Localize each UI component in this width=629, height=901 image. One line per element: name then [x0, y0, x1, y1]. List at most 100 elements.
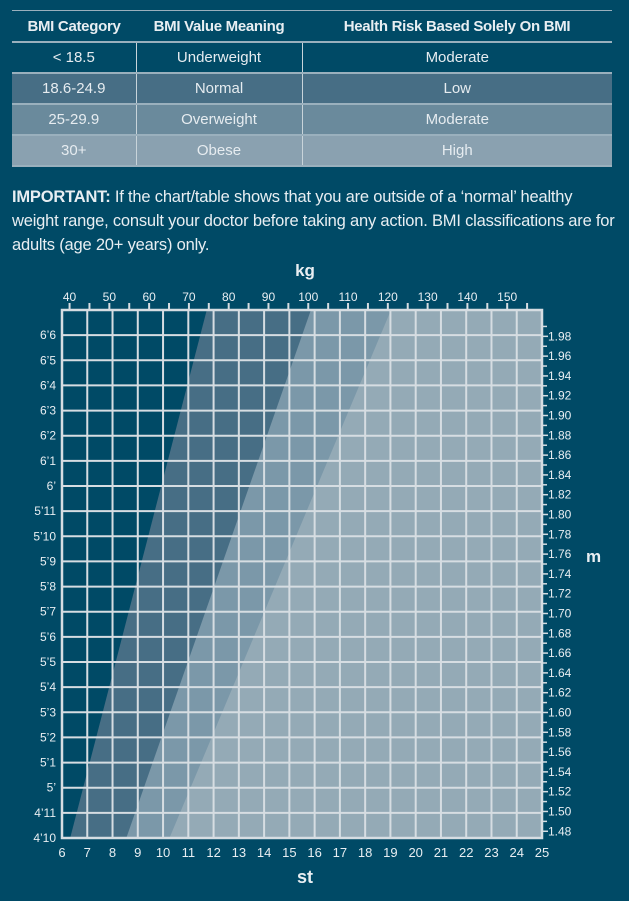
- m-tick-label: 1.72: [548, 587, 572, 601]
- kg-tick-label: 130: [418, 290, 438, 304]
- m-tick-label: 1.74: [548, 567, 572, 581]
- kg-axis-label: kg: [295, 261, 315, 280]
- st-tick-label: 25: [535, 845, 549, 860]
- st-tick-label: 12: [206, 845, 220, 860]
- m-tick-label: 1.58: [548, 725, 572, 739]
- m-tick-label: 1.70: [548, 606, 572, 620]
- cell: < 18.5: [12, 41, 136, 73]
- height-ft-tick-label: 5’8: [40, 580, 56, 594]
- cell: Normal: [135, 72, 302, 104]
- st-tick-label: 16: [307, 845, 321, 860]
- st-tick-label: 8: [109, 845, 116, 860]
- cell: 30+: [12, 134, 136, 167]
- kg-tick-label: 150: [497, 290, 517, 304]
- st-axis-label: st: [297, 867, 313, 887]
- m-tick-label: 1.82: [548, 488, 572, 502]
- m-tick-label: 1.64: [548, 666, 572, 680]
- important-note: IMPORTANT: If the chart/table shows that…: [12, 185, 622, 257]
- height-ft-tick-label: 5’6: [40, 630, 56, 644]
- kg-tick-label: 50: [103, 290, 117, 304]
- kg-tick-label: 60: [142, 290, 156, 304]
- m-tick-label: 1.90: [548, 409, 572, 423]
- m-tick-label: 1.76: [548, 547, 572, 561]
- height-ft-tick-label: 5’: [47, 781, 56, 795]
- height-ft-tick-label: 6’1: [40, 454, 56, 468]
- m-tick-label: 1.48: [548, 824, 572, 838]
- m-tick-label: 1.66: [548, 646, 572, 660]
- height-ft-tick-label: 6’4: [40, 378, 56, 392]
- m-tick-label: 1.80: [548, 508, 572, 522]
- height-ft-tick-label: 6’6: [40, 328, 56, 342]
- note-text: If the chart/table shows that you are ou…: [12, 187, 615, 254]
- m-tick-label: 1.84: [548, 468, 572, 482]
- kg-tick-label: 140: [457, 290, 477, 304]
- m-tick-label: 1.86: [548, 448, 572, 462]
- m-axis-label: m: [586, 547, 601, 566]
- m-tick-label: 1.60: [548, 705, 572, 719]
- st-tick-label: 10: [156, 845, 170, 860]
- table-row: < 18.5 Underweight Moderate: [12, 41, 612, 73]
- m-tick-label: 1.56: [548, 745, 572, 759]
- cell: Moderate: [301, 103, 612, 135]
- st-tick-label: 9: [134, 845, 141, 860]
- bands: [62, 310, 542, 838]
- m-tick-label: 1.94: [548, 369, 572, 383]
- st-tick-label: 15: [282, 845, 296, 860]
- st-tick-label: 13: [232, 845, 246, 860]
- cell: 18.6-24.9: [12, 72, 136, 104]
- st-tick-label: 20: [408, 845, 422, 860]
- m-tick-label: 1.50: [548, 804, 572, 818]
- st-tick-label: 19: [383, 845, 397, 860]
- header-bmi-category: BMI Category: [12, 10, 136, 43]
- height-ft-tick-label: 5’11: [34, 504, 56, 518]
- kg-tick-label: 90: [262, 290, 276, 304]
- st-tick-label: 6: [58, 845, 65, 860]
- kg-tick-label: 40: [63, 290, 77, 304]
- height-ft-tick-label: 5’10: [33, 529, 56, 543]
- height-ft-tick-label: 4’10: [33, 831, 56, 845]
- height-ft-tick-label: 5’3: [40, 705, 56, 719]
- band-obese: [169, 310, 542, 838]
- st-tick-label: 23: [484, 845, 498, 860]
- m-tick-label: 1.68: [548, 626, 572, 640]
- kg-tick-label: 110: [338, 290, 357, 304]
- m-tick-label: 1.88: [548, 428, 572, 442]
- st-tick-label: 17: [333, 845, 347, 860]
- st-tick-label: 21: [434, 845, 448, 860]
- height-ft-tick-label: 5’4: [40, 680, 56, 694]
- kg-tick-label: 100: [298, 290, 318, 304]
- height-ft-tick-label: 6’2: [40, 429, 56, 443]
- table-row: 30+ Obese High: [12, 134, 612, 167]
- height-ft-tick-label: 5’9: [40, 554, 56, 568]
- table-row: 18.6-24.9 Normal Low: [12, 72, 612, 104]
- st-tick-label: 22: [459, 845, 473, 860]
- note-label: IMPORTANT:: [12, 187, 111, 206]
- height-ft-tick-label: 6’5: [40, 353, 56, 367]
- cell: High: [301, 134, 612, 167]
- height-ft-tick-label: 5’2: [40, 730, 56, 744]
- cell: 25-29.9: [12, 103, 136, 135]
- height-ft-tick-label: 5’7: [40, 605, 56, 619]
- bmi-table: BMI Category BMI Value Meaning Health Ri…: [12, 10, 612, 167]
- st-tick-label: 11: [182, 845, 196, 860]
- st-tick-label: 24: [510, 845, 524, 860]
- height-ft-tick-label: 6’: [47, 479, 56, 493]
- kg-tick-label: 70: [182, 290, 196, 304]
- m-tick-label: 1.92: [548, 389, 572, 403]
- table-row: 25-29.9 Overweight Moderate: [12, 103, 612, 135]
- m-tick-label: 1.52: [548, 785, 572, 799]
- kg-tick-label: 120: [378, 290, 398, 304]
- st-tick-label: 14: [257, 845, 271, 860]
- height-ft-tick-label: 6’3: [40, 404, 56, 418]
- cell: Low: [301, 72, 612, 104]
- st-tick-label: 7: [84, 845, 91, 860]
- cell: Overweight: [135, 103, 302, 135]
- m-tick-label: 1.98: [548, 329, 572, 343]
- m-tick-label: 1.96: [548, 349, 572, 363]
- m-tick-label: 1.78: [548, 527, 572, 541]
- m-tick-label: 1.54: [548, 765, 572, 779]
- kg-tick-label: 80: [222, 290, 236, 304]
- height-ft-tick-label: 4’11: [34, 806, 56, 820]
- cell: Underweight: [135, 41, 302, 73]
